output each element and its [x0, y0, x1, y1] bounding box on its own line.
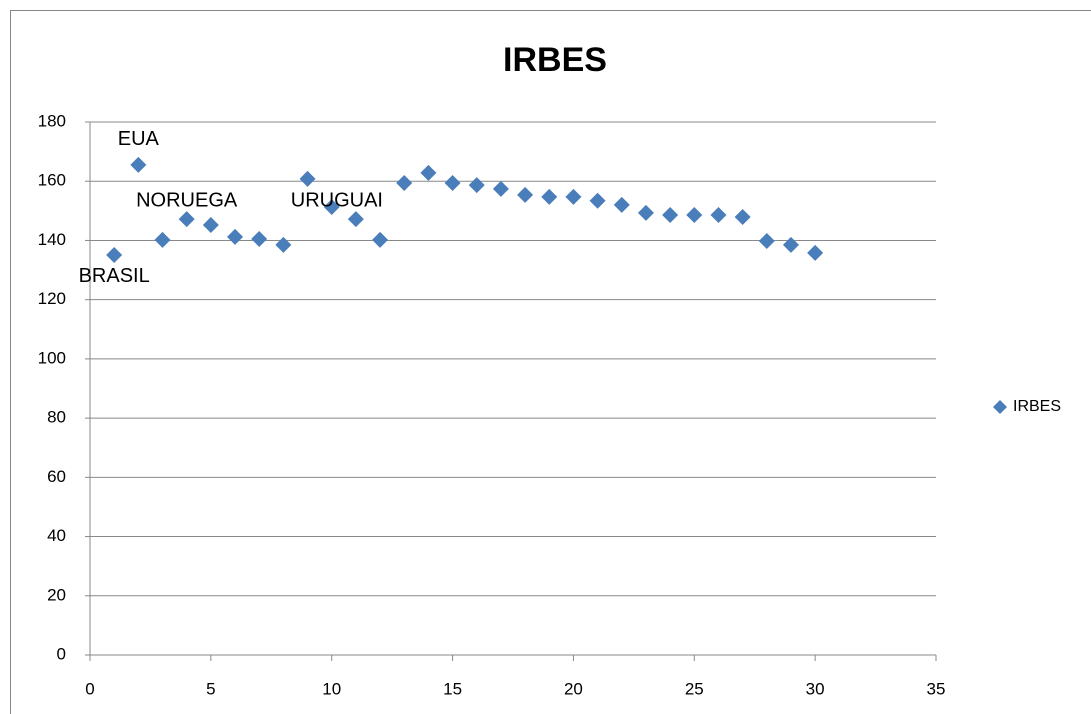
point	[178, 211, 195, 228]
point	[492, 180, 509, 197]
point	[275, 236, 292, 253]
point	[372, 231, 389, 248]
point	[782, 236, 799, 253]
x-tick-label: 20	[564, 679, 583, 698]
x-tick-label: 35	[927, 679, 946, 698]
point	[613, 196, 630, 213]
y-tick-label: 0	[57, 644, 66, 663]
y-tick-label: 20	[47, 585, 66, 604]
point-label: NORUEGA	[136, 189, 238, 211]
point	[637, 204, 654, 221]
point	[541, 188, 558, 205]
x-tick-label: 30	[806, 679, 825, 698]
point-label: EUA	[118, 128, 160, 150]
x-tick-label: 10	[322, 679, 341, 698]
point	[154, 231, 171, 248]
point	[251, 230, 268, 247]
point	[758, 233, 775, 250]
x-tick-label: 25	[685, 679, 704, 698]
point	[807, 244, 824, 261]
x-tick-label: 15	[443, 679, 462, 698]
y-tick-label: 100	[38, 348, 66, 367]
point	[589, 192, 606, 209]
point	[227, 228, 244, 245]
point	[347, 211, 364, 228]
y-tick-label: 60	[47, 467, 66, 486]
point	[130, 156, 147, 173]
point	[734, 209, 751, 226]
chart-title: IRBES	[503, 41, 607, 79]
point	[106, 246, 123, 263]
chart-border	[10, 10, 1091, 714]
point	[396, 174, 413, 191]
point-label: BRASIL	[79, 265, 150, 287]
y-tick-label: 160	[38, 171, 66, 190]
x-tick-label: 0	[85, 679, 94, 698]
point	[299, 170, 316, 187]
point	[202, 217, 219, 234]
y-tick-label: 120	[38, 289, 66, 308]
y-tick-label: 140	[38, 230, 66, 249]
point	[686, 206, 703, 223]
y-tick-label: 180	[38, 111, 66, 130]
point	[323, 198, 340, 215]
point	[444, 174, 461, 191]
x-tick-label: 5	[206, 679, 215, 698]
point	[662, 206, 679, 223]
y-tick-label: 40	[47, 526, 66, 545]
point	[468, 177, 485, 194]
point	[710, 206, 727, 223]
legend-marker	[993, 400, 1007, 414]
point	[420, 164, 437, 181]
legend-label: IRBES	[1013, 398, 1061, 415]
point	[517, 186, 534, 203]
y-tick-label: 80	[47, 408, 66, 427]
point-label: URUGUAI	[291, 189, 383, 211]
point	[565, 188, 582, 205]
